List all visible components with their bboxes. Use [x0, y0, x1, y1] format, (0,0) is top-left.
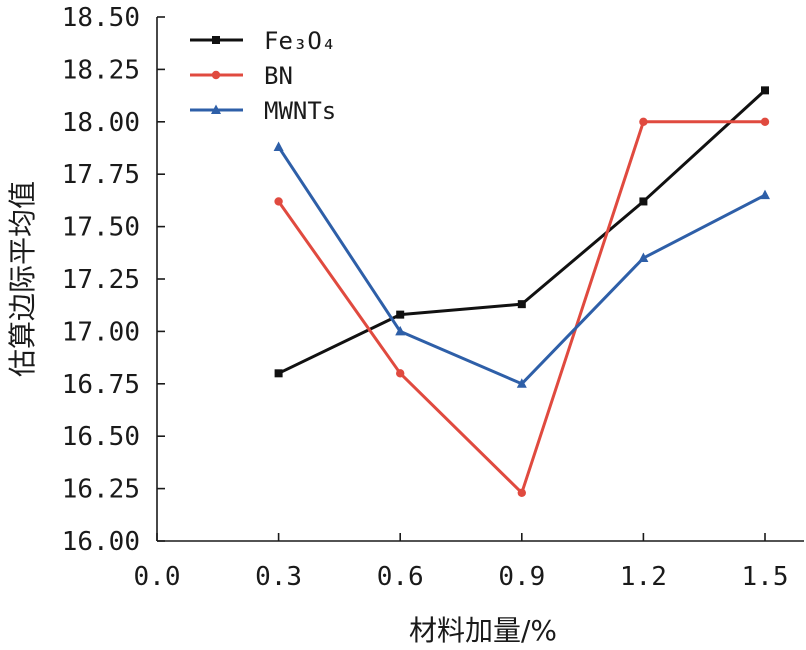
x-tick-label: 1.2: [620, 562, 667, 592]
x-tick-label: 0.9: [498, 562, 545, 592]
legend-marker: [212, 36, 220, 44]
data-point-feo: [517, 300, 526, 309]
y-ticks: 16.00 16.25 16.50 16.75 17.00 17.25 17.50 17.75…: [62, 3, 165, 557]
x-ticks: 0.0 0.3 0.6 0.9 1.2 1.5: [134, 533, 789, 592]
y-tick-label: 18.00: [62, 108, 140, 138]
series-line-mwnts: [277, 146, 766, 386]
y-tick-label: 16.25: [62, 475, 140, 505]
data-point-feo: [274, 369, 283, 378]
y-tick-label: 17.50: [62, 213, 140, 243]
data-point-bn: [274, 197, 283, 206]
legend-item-bn: BN: [190, 62, 293, 90]
legend: Fe₃O₄ BN MWNTs: [190, 27, 336, 125]
y-tick-label: 17.00: [62, 317, 140, 347]
legend-label: Fe₃O₄: [264, 27, 336, 55]
data-point-bn: [396, 369, 405, 378]
y-tick-label: 18.25: [62, 55, 140, 85]
x-tick-label: 0.3: [255, 562, 302, 592]
y-tick-label: 16.75: [62, 370, 140, 400]
legend-label: MWNTs: [264, 97, 336, 125]
legend-item-feo: Fe₃O₄: [190, 27, 336, 55]
legend-marker: [211, 104, 221, 114]
y-tick-label: 16.50: [62, 422, 140, 452]
data-point-mwnts: [638, 252, 649, 263]
data-point-mwnts: [760, 189, 770, 200]
data-point-bn: [760, 117, 770, 127]
series-feo: [274, 86, 769, 378]
series-mwnts: [273, 141, 770, 388]
x-tick-label: 1.5: [742, 562, 789, 592]
legend-label: BN: [264, 62, 293, 90]
series-layer: [273, 86, 770, 497]
x-axis-title: 材料加量/%: [409, 614, 557, 647]
data-point-feo: [639, 197, 648, 206]
data-point-mwnts: [273, 141, 284, 151]
y-axis-title: 估算边际平均值: [6, 181, 39, 377]
data-point-feo: [761, 86, 769, 95]
y-tick-label: 18.50: [62, 3, 140, 33]
data-point-feo: [396, 310, 405, 319]
data-point-bn: [639, 117, 648, 127]
data-point-bn: [517, 488, 526, 497]
axes: [156, 17, 804, 542]
legend-marker: [211, 70, 221, 80]
legend-item-mwnts: MWNTs: [190, 97, 336, 125]
x-tick-label: 0.6: [377, 562, 424, 592]
y-tick-label: 17.25: [62, 265, 140, 295]
data-point-mwnts: [395, 325, 406, 336]
data-point-mwnts: [516, 378, 527, 388]
x-tick-label: 0.0: [134, 562, 181, 592]
series-bn: [274, 117, 770, 497]
y-tick-label: 16.00: [62, 527, 140, 557]
y-tick-label: 17.75: [62, 160, 140, 190]
